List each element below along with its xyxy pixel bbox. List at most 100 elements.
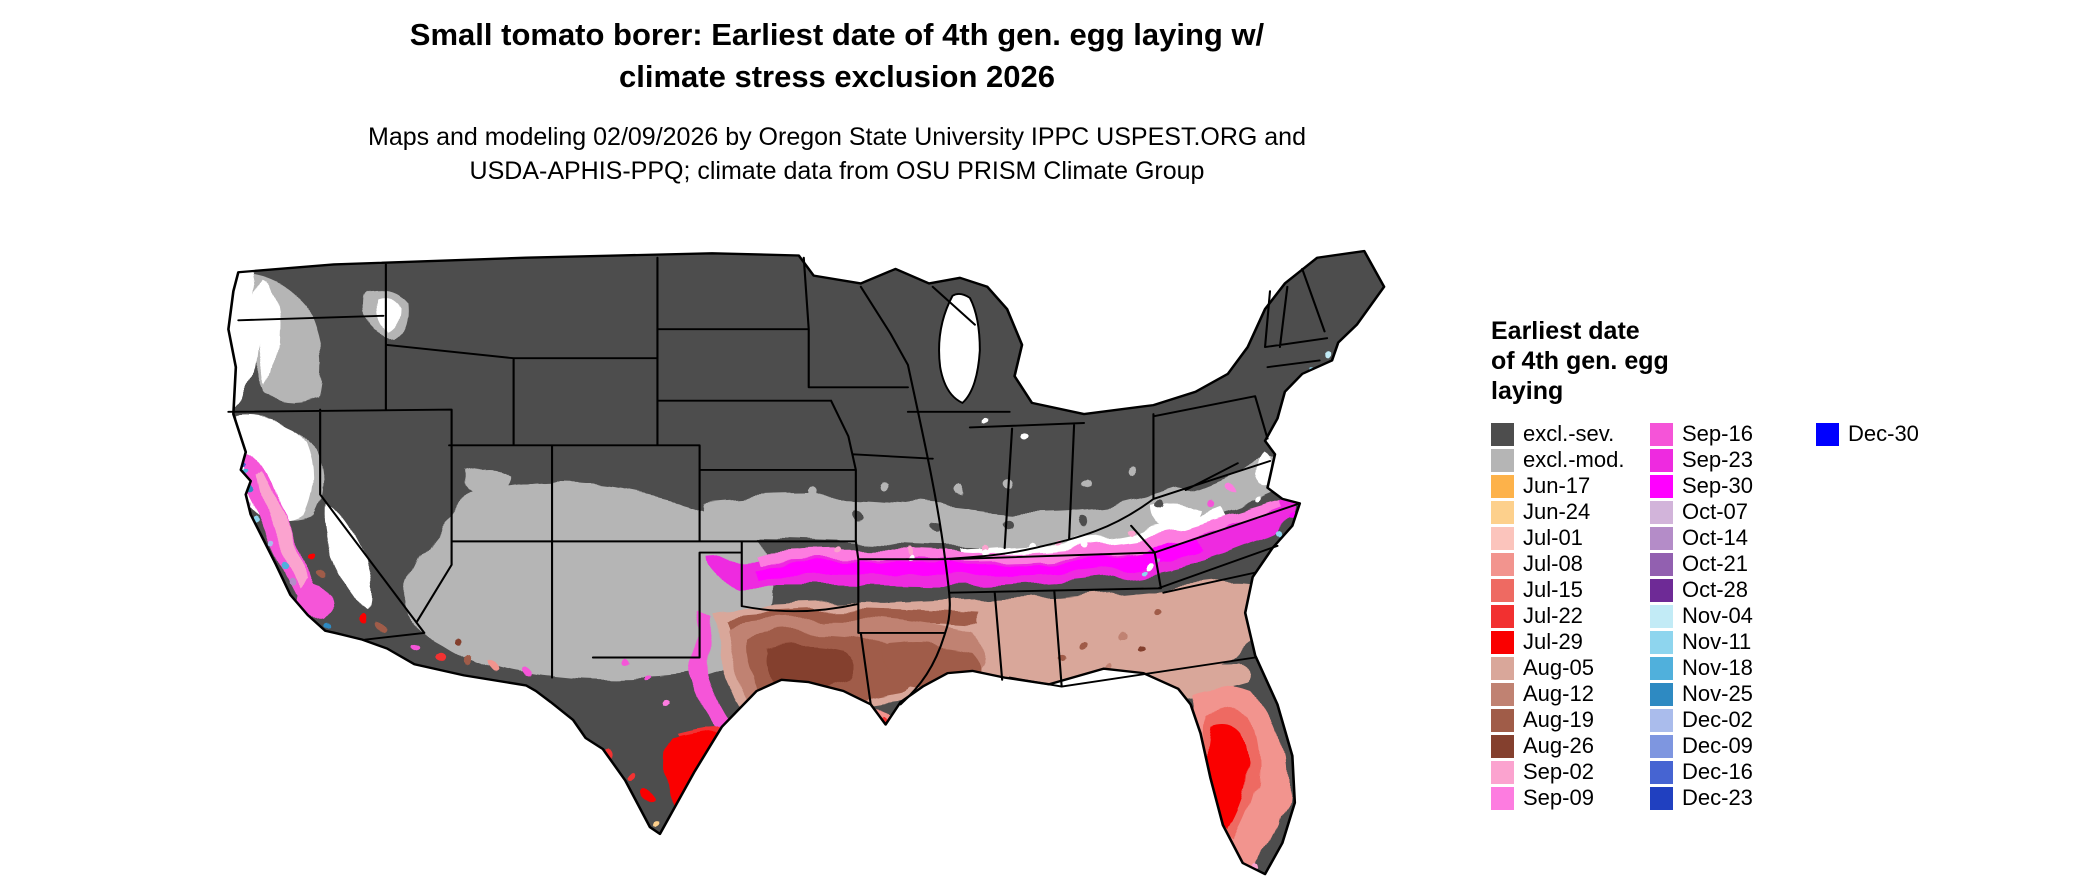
map-shape <box>1242 873 1263 887</box>
map-speckle <box>1079 641 1089 651</box>
subtitle-line-2: USDA-APHIS-PPQ; climate data from OSU PR… <box>469 157 1205 185</box>
legend-row: Nov-18 <box>1650 655 1816 681</box>
map-speckle <box>1256 591 1264 599</box>
legend-label: Jul-08 <box>1523 551 1583 576</box>
legend-column-1: excl.-sev. excl.-mod. Jun-17 Jun-24 Jul-01 Ju… <box>1491 421 1650 811</box>
map-speckle <box>832 544 840 552</box>
map-speckle <box>309 553 317 561</box>
legend-label: Jul-29 <box>1523 629 1583 654</box>
legend-label: Sep-23 <box>1682 447 1753 472</box>
map-speckle <box>1128 467 1139 477</box>
legend-label: Aug-19 <box>1523 707 1594 732</box>
map-speckle <box>1140 569 1147 576</box>
map-shape <box>661 486 1237 706</box>
legend-row: Aug-26 <box>1491 733 1650 759</box>
map-speckle <box>1153 498 1164 508</box>
legend-row: Dec-02 <box>1650 707 1816 733</box>
legend-label: Dec-23 <box>1682 785 1753 810</box>
map-speckle <box>410 642 419 650</box>
legend-label: Nov-11 <box>1682 629 1752 654</box>
legend-swatch <box>1491 552 1514 576</box>
legend-label: Sep-09 <box>1523 785 1594 810</box>
map-speckle <box>267 540 274 547</box>
map-speckle <box>981 417 989 425</box>
map-speckle <box>1261 564 1269 572</box>
legend-swatch <box>1650 474 1673 498</box>
legend-label: Oct-28 <box>1682 577 1749 602</box>
legend-label: Nov-04 <box>1682 603 1753 628</box>
legend-swatch <box>1491 786 1514 810</box>
map-speckle <box>906 546 915 554</box>
map-speckle <box>930 521 941 531</box>
map-speckle <box>1143 561 1154 571</box>
legend-swatch <box>1491 656 1514 680</box>
legend-row: excl.-sev. <box>1491 421 1650 447</box>
legend-swatch <box>1491 578 1514 602</box>
subtitle-line-1: Maps and modeling 02/09/2026 by Oregon S… <box>368 123 1306 151</box>
legend-label: Oct-21 <box>1682 551 1749 576</box>
legend-title-line-2: of 4th gen. egg <box>1491 347 1669 375</box>
legend-row: Sep-30 <box>1650 473 1816 499</box>
map-shape <box>470 470 513 504</box>
legend-swatch <box>1650 630 1673 654</box>
legend-label: Dec-16 <box>1682 759 1753 784</box>
legend-label: Sep-02 <box>1523 759 1594 784</box>
legend-label: Jun-24 <box>1523 499 1591 524</box>
legend-row: Sep-09 <box>1491 785 1650 811</box>
map-speckle <box>316 569 324 576</box>
map-speckle <box>880 483 891 493</box>
map-shape <box>324 503 373 611</box>
map-speckle <box>653 821 662 829</box>
legend-label: Jul-22 <box>1523 603 1583 628</box>
legend-row: Jul-08 <box>1491 551 1650 577</box>
map-shape <box>751 713 792 743</box>
legend-swatch <box>1491 630 1514 654</box>
map-shape <box>316 569 1163 667</box>
map-speckle <box>642 791 653 801</box>
page-title: Small tomato borer: Earliest date of 4th… <box>0 14 1674 98</box>
legend-row: Nov-25 <box>1650 681 1816 707</box>
legend-row: Dec-09 <box>1650 733 1816 759</box>
legend-label: Aug-12 <box>1523 681 1594 706</box>
map-shape <box>402 484 774 681</box>
map-shape <box>260 474 313 591</box>
legend-row: Sep-02 <box>1491 759 1650 785</box>
legend-row: Jul-15 <box>1491 577 1650 603</box>
legend-column-3: Dec-30 <box>1816 421 1919 447</box>
legend-swatch <box>1650 786 1673 810</box>
legend-label: Jun-17 <box>1523 473 1591 498</box>
legend-swatch <box>1491 500 1514 524</box>
map-speckle <box>491 663 499 670</box>
legend-label: Aug-05 <box>1523 655 1594 680</box>
legend-swatch <box>1491 448 1514 472</box>
legend-row: Jul-01 <box>1491 525 1650 551</box>
map-shape <box>454 638 1148 655</box>
map-speckle <box>1139 647 1148 655</box>
legend-row: Aug-05 <box>1491 655 1650 681</box>
map-shape <box>653 821 662 829</box>
legend-swatch <box>1491 760 1514 784</box>
map-shape <box>258 282 281 392</box>
legend-label: Sep-30 <box>1682 473 1753 498</box>
legend-row: excl.-mod. <box>1491 447 1650 473</box>
legend-label: excl.-mod. <box>1523 447 1625 472</box>
legend-columns: excl.-sev. excl.-mod. Jun-17 Jun-24 Jul-01 Ju… <box>1491 421 1919 811</box>
map-speckle <box>375 622 384 630</box>
map-speckle <box>1258 883 1263 887</box>
map-speckle <box>1018 430 1026 438</box>
legend-swatch <box>1650 682 1673 706</box>
legend-row: Sep-23 <box>1650 447 1816 473</box>
map-speckle <box>1253 495 1262 503</box>
legend-row: Dec-23 <box>1650 785 1816 811</box>
map-speckle <box>1004 481 1015 490</box>
map-shape <box>743 688 836 761</box>
legend-label: Dec-09 <box>1682 733 1753 758</box>
map-shape <box>1102 630 1127 668</box>
legend-title: Earliest date of 4th gen. egg laying <box>1491 316 1919 406</box>
legend-label: Sep-16 <box>1682 421 1753 446</box>
title-line-2: climate stress exclusion 2026 <box>619 59 1055 94</box>
map-speckle <box>621 659 629 667</box>
legend-row: Nov-04 <box>1650 603 1816 629</box>
title-line-1: Small tomato borer: Earliest date of 4th… <box>409 17 1265 52</box>
map-shape <box>267 540 274 547</box>
